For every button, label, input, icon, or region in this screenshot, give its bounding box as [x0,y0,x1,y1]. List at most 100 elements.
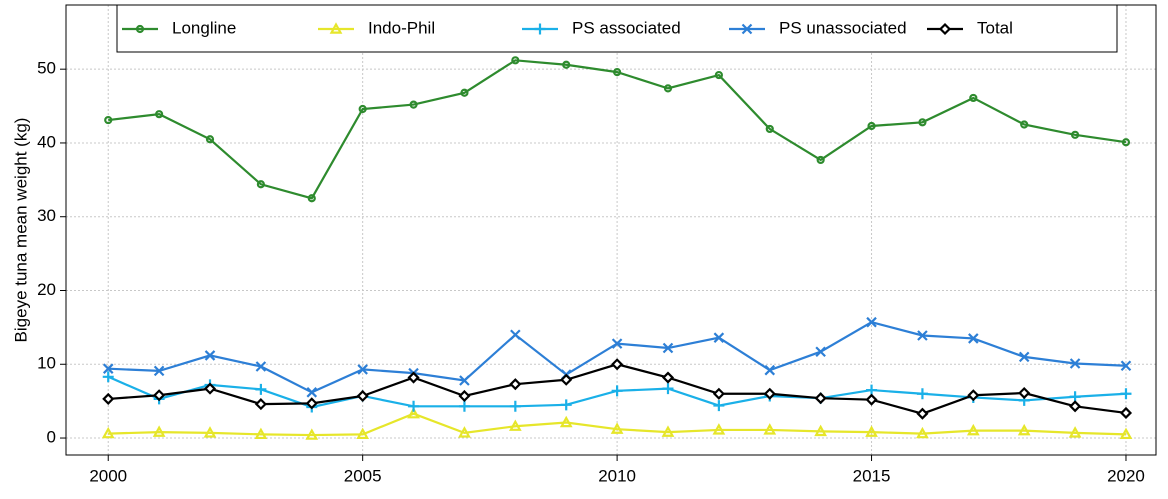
x-tick-label: 2020 [1107,466,1145,485]
marker [152,425,166,437]
marker [867,121,876,131]
marker [1020,120,1029,129]
marker [534,23,546,35]
marker [866,316,877,328]
marker [155,110,164,119]
marker [255,383,267,395]
marker [560,373,573,386]
marker [102,363,114,374]
marker [356,389,369,403]
x-tick-label: 2005 [344,466,382,485]
marker [256,180,265,189]
marker [1069,358,1081,369]
marker [968,333,979,344]
marker [714,70,723,80]
marker [1018,386,1031,400]
marker [203,382,217,395]
marker [102,371,114,383]
x-tick-label: 2010 [598,466,636,485]
marker [306,387,318,398]
marker [562,60,571,69]
marker [153,365,165,377]
marker [916,388,928,400]
marker [357,364,368,375]
marker [938,22,952,36]
marker [712,387,725,400]
marker [458,400,470,412]
marker [407,371,420,384]
marker [205,135,215,144]
marker [102,392,115,405]
y-tick-label: 40 [37,132,56,151]
marker [153,389,166,402]
legend-label: Longline [172,18,236,37]
marker [865,393,878,406]
y-axis-label: Bigeye tuna mean weight (kg) [11,118,30,343]
marker [611,385,623,397]
marker [765,124,774,134]
marker [409,100,418,109]
marker [816,155,825,165]
marker [509,400,521,412]
marker [509,378,522,391]
marker [662,342,674,354]
marker [511,56,520,65]
marker [1018,351,1030,363]
series-line [108,412,1127,437]
marker [101,426,115,439]
marker [1119,427,1133,440]
marker [459,375,470,386]
marker [407,406,420,419]
marker [916,426,929,439]
marker [458,426,471,438]
legend-label: Indo-Phil [368,18,435,37]
marker [814,392,827,405]
marker [305,428,319,440]
y-tick-label: 10 [37,354,56,373]
marker [764,364,776,376]
marker [135,24,145,34]
marker [254,427,268,440]
y-tick-label: 30 [37,206,56,225]
marker [1068,426,1082,438]
marker [358,104,367,114]
marker [508,419,522,431]
marker [1017,423,1031,436]
x-tick-label: 2000 [89,466,127,485]
marker [661,371,675,384]
marker [662,383,674,395]
marker [967,389,980,402]
marker [663,84,673,93]
marker [356,427,370,440]
y-tick-label: 20 [37,280,56,299]
marker [661,425,675,437]
marker [1120,388,1132,400]
marker [203,426,217,438]
marker [712,423,726,435]
marker [560,399,572,411]
legend-label: Total [977,18,1013,37]
marker [815,346,826,357]
marker [307,194,316,203]
marker [763,387,776,400]
marker [305,397,318,410]
marker [969,93,978,103]
x-tick-label: 2015 [853,466,891,485]
marker [255,361,267,372]
marker [1121,138,1131,147]
marker [713,400,725,412]
marker [865,425,878,437]
marker [713,332,725,343]
marker [104,115,113,125]
marker [741,23,753,35]
marker [408,400,420,412]
marker [559,415,573,428]
marker [610,422,624,434]
marker [329,22,343,34]
marker [458,389,471,403]
marker [763,423,777,435]
marker [204,350,216,361]
y-tick-label: 50 [37,59,56,78]
marker [613,68,622,77]
